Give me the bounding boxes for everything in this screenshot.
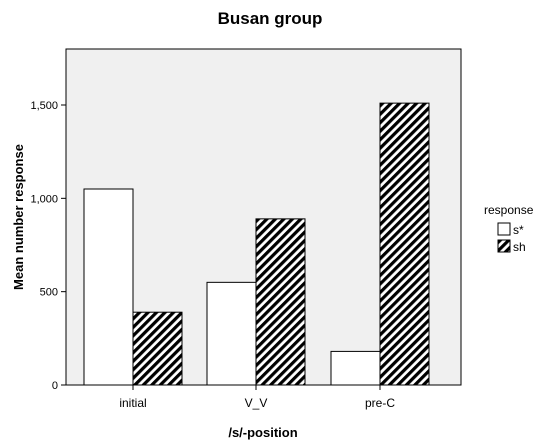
y-tick-label: 1,500 <box>30 100 58 112</box>
x-tick-label: initial <box>119 396 146 410</box>
y-tick-label: 500 <box>40 287 58 299</box>
legend-label-s*: s* <box>513 223 524 237</box>
legend: response s* sh <box>484 203 534 254</box>
bars <box>83 102 430 386</box>
y-tick-label: 0 <box>52 380 58 392</box>
bar-initial-sh <box>132 311 183 386</box>
legend-swatch-s* <box>497 222 511 236</box>
bar-pre-C-sh <box>379 102 430 386</box>
bar-initial-s* <box>83 188 134 386</box>
x-axis: initial V_V pre-C <box>119 385 395 410</box>
x-tick-label: pre-C <box>365 396 395 410</box>
legend-swatch-sh <box>497 239 511 253</box>
bar-pre-C-s* <box>330 350 381 386</box>
legend-label-sh: sh <box>513 240 526 254</box>
x-tick-label: V_V <box>245 396 268 410</box>
y-axis-label: Mean number response <box>11 144 26 290</box>
y-tick-label: 1,000 <box>30 193 58 205</box>
bar-V_V-s* <box>206 281 257 386</box>
y-axis: 0 500 1,000 1,500 <box>30 100 66 392</box>
legend-title: response <box>484 203 534 217</box>
chart-title: Busan group <box>218 9 323 28</box>
bar-V_V-sh <box>255 218 306 386</box>
x-axis-label: /s/-position <box>228 425 297 440</box>
